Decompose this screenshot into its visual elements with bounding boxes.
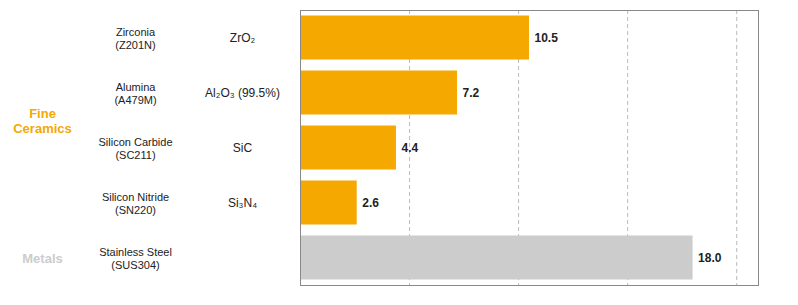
svg-text:Stainless Steel(SUS304): Stainless Steel(SUS304) [99, 246, 172, 271]
svg-text:SiC: SiC [233, 141, 253, 155]
svg-text:Zirconia(Z201N): Zirconia(Z201N) [115, 26, 156, 51]
svg-text:Alumina(A479M): Alumina(A479M) [114, 81, 156, 106]
svg-text:2.6: 2.6 [362, 196, 379, 210]
svg-text:Si₃N₄: Si₃N₄ [228, 196, 257, 210]
svg-text:10.5: 10.5 [535, 31, 559, 45]
svg-text:7.2: 7.2 [463, 86, 480, 100]
svg-text:18.0: 18.0 [698, 251, 722, 265]
svg-text:FineCeramics: FineCeramics [13, 106, 72, 137]
svg-text:4.4: 4.4 [401, 141, 418, 155]
svg-text:Metals: Metals [22, 251, 62, 266]
svg-text:Silicon Nitride(SN220): Silicon Nitride(SN220) [102, 191, 169, 216]
svg-text:Al₂O₃ (99.5%): Al₂O₃ (99.5%) [205, 86, 280, 100]
svg-text:ZrO₂: ZrO₂ [230, 31, 256, 45]
svg-text:Silicon Carbide(SC211): Silicon Carbide(SC211) [99, 136, 173, 161]
